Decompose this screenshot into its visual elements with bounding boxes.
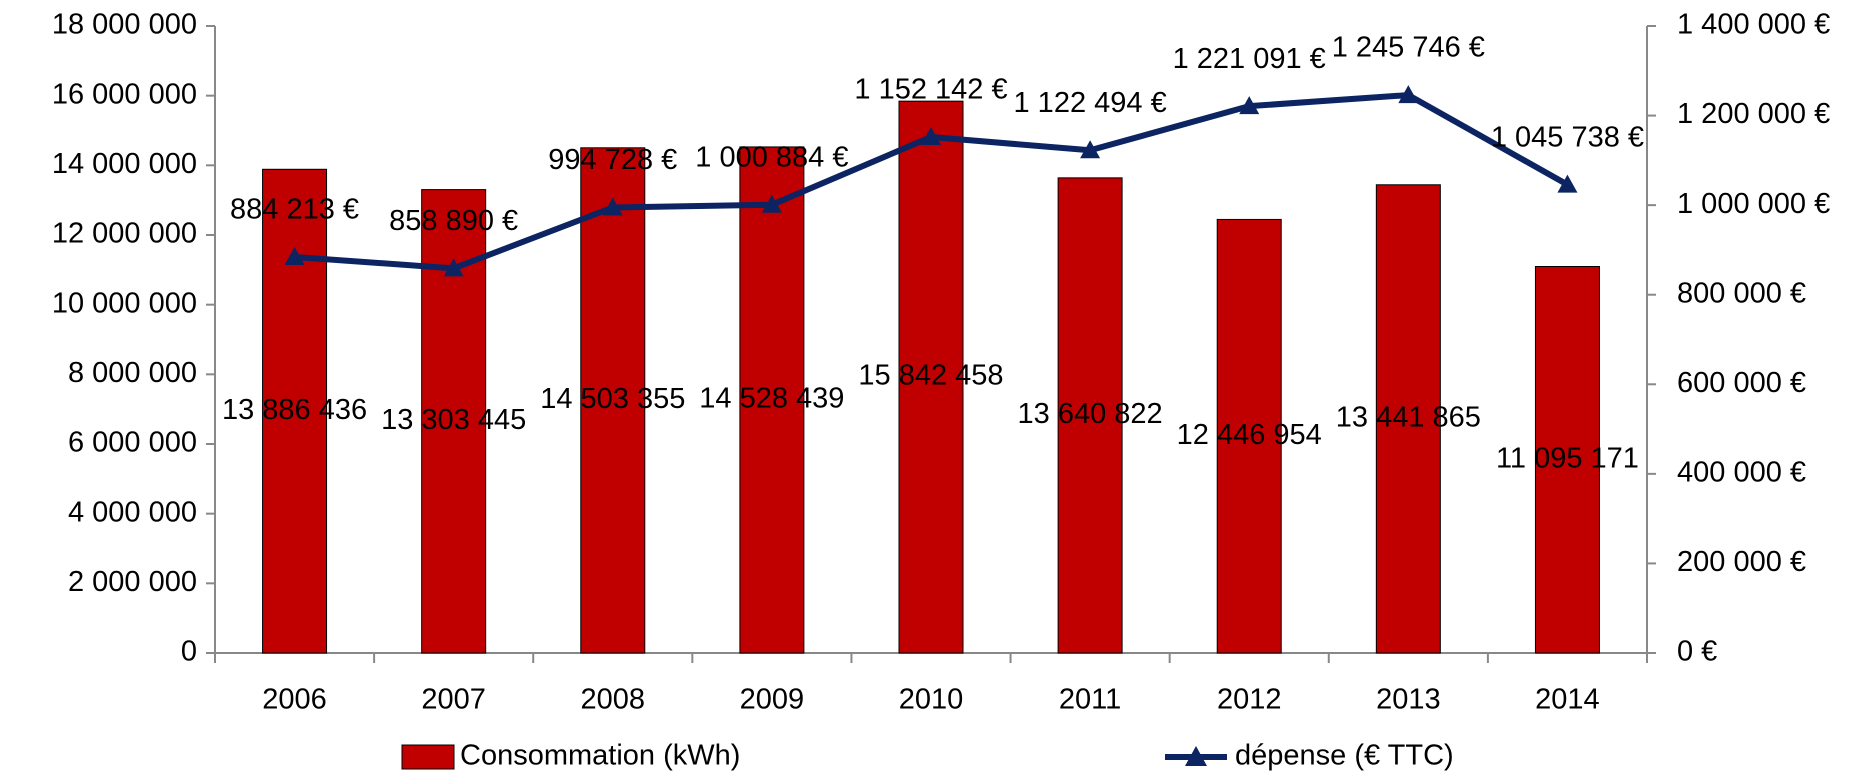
bar-value-label: 15 842 458 <box>858 360 1003 392</box>
y2-tick-label: 1 400 000 € <box>1677 9 1830 41</box>
bar <box>1216 218 1282 654</box>
x-tick-label: 2014 <box>1535 684 1600 716</box>
y2-tick-label: 600 000 € <box>1677 367 1806 399</box>
bar-value-label: 11 095 171 <box>1496 442 1639 474</box>
line-marker <box>921 127 941 146</box>
bar <box>739 146 805 654</box>
y2-tick-label: 1 200 000 € <box>1677 98 1830 130</box>
line-marker <box>1080 140 1101 159</box>
bar-value-label: 13 640 822 <box>1018 398 1163 430</box>
line-value-label: 1 045 738 € <box>1491 121 1644 153</box>
line-value-label: 1 122 494 € <box>1014 87 1167 119</box>
x-tick-label: 2008 <box>581 684 646 716</box>
line-value-label: 1 221 091 € <box>1173 43 1326 75</box>
y-tick-label: 2 000 000 <box>68 566 197 598</box>
x-tick-label: 2006 <box>262 684 327 716</box>
y-tick-label: 12 000 000 <box>52 218 197 250</box>
y2-tick-label: 0 € <box>1677 636 1717 668</box>
bar <box>1057 177 1123 654</box>
line-marker <box>1398 85 1419 104</box>
y2-tick-label: 400 000 € <box>1677 457 1806 489</box>
x-tick-label: 2012 <box>1217 684 1282 716</box>
line-value-label: 994 728 € <box>548 144 677 176</box>
line-marker <box>443 258 464 277</box>
line-value-label: 884 213 € <box>230 194 359 226</box>
legend-label: Consommation (kWh) <box>460 740 740 772</box>
x-tick-label: 2010 <box>899 684 964 716</box>
line-marker <box>1239 96 1260 115</box>
y-tick-label: 6 000 000 <box>68 427 197 459</box>
bar <box>898 100 964 654</box>
line-marker <box>761 194 782 213</box>
line-value-label: 1 152 142 € <box>854 74 1007 106</box>
x-tick-label: 2011 <box>1059 684 1121 716</box>
bar-value-label: 12 446 954 <box>1177 419 1322 451</box>
legend-label: dépense (€ TTC) <box>1235 740 1454 772</box>
bar-value-label: 14 503 355 <box>540 383 685 415</box>
line-value-label: 1 000 884 € <box>695 141 848 173</box>
y-tick-label: 4 000 000 <box>68 496 197 528</box>
bar <box>580 147 646 654</box>
line-marker <box>1557 174 1578 193</box>
y-tick-label: 8 000 000 <box>68 357 197 389</box>
line-value-label: 858 890 € <box>389 205 518 237</box>
bar-value-label: 14 528 439 <box>699 383 844 415</box>
y-tick-label: 14 000 000 <box>52 148 197 180</box>
y-tick-label: 0 <box>181 636 197 668</box>
legend-marker <box>1185 746 1207 766</box>
bar-value-label: 13 886 436 <box>222 394 367 426</box>
x-tick-label: 2007 <box>421 684 486 716</box>
bar <box>1534 266 1600 654</box>
bar-value-label: 13 441 865 <box>1336 402 1481 434</box>
y2-tick-label: 200 000 € <box>1677 546 1806 578</box>
x-tick-label: 2013 <box>1376 684 1441 716</box>
line-value-label: 1 245 746 € <box>1332 32 1485 64</box>
legend-swatch <box>401 744 455 770</box>
y-tick-label: 16 000 000 <box>52 78 197 110</box>
line-marker <box>602 197 623 216</box>
y-tick-label: 10 000 000 <box>52 287 197 319</box>
bar <box>1375 184 1441 654</box>
y-tick-label: 18 000 000 <box>52 9 197 41</box>
line-marker <box>284 246 305 265</box>
bar-value-label: 13 303 445 <box>381 404 526 436</box>
y2-tick-label: 1 000 000 € <box>1677 188 1830 220</box>
y2-tick-label: 800 000 € <box>1677 277 1806 309</box>
x-tick-label: 2009 <box>740 684 805 716</box>
